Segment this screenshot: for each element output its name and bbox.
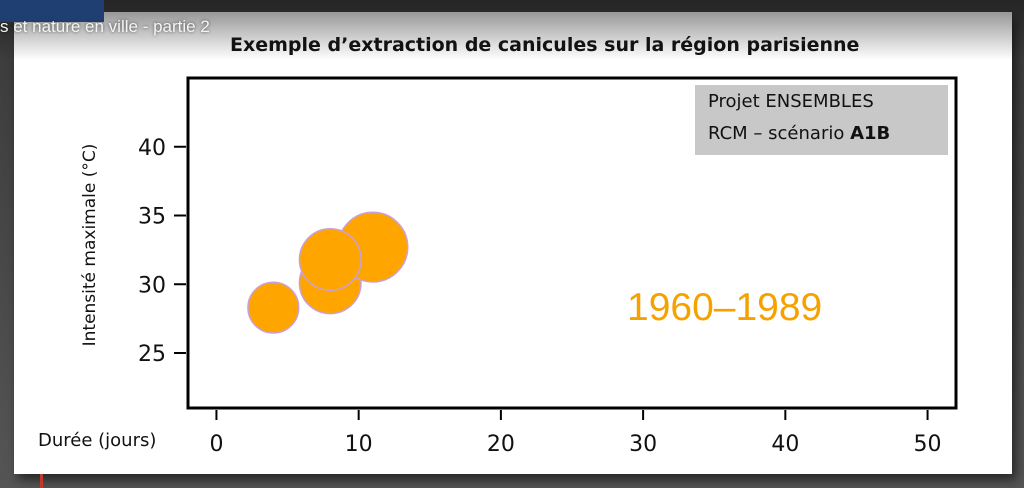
progress-marker bbox=[40, 474, 43, 488]
x-tick-label: 30 bbox=[629, 432, 657, 457]
legend-box: Projet ENSEMBLES RCM – scénario A1B bbox=[695, 85, 948, 155]
x-tick-label: 20 bbox=[487, 432, 515, 457]
x-tick-label: 10 bbox=[345, 432, 373, 457]
legend-scenario-prefix: RCM – scénario bbox=[708, 123, 851, 144]
x-tick-label: 40 bbox=[771, 432, 799, 457]
data-point bbox=[298, 227, 362, 292]
y-axis-label: Intensité maximale (°C) bbox=[80, 143, 100, 347]
plot-frame bbox=[186, 76, 958, 410]
x-tick-label: 0 bbox=[209, 432, 223, 457]
y-tick-label: 25 bbox=[138, 342, 166, 367]
legend-scenario-name: A1B bbox=[850, 123, 891, 144]
x-axis-label: Durée (jours) bbox=[38, 430, 157, 451]
video-title[interactable]: s et nature en ville - partie 2 bbox=[0, 17, 210, 36]
x-tick-label: 50 bbox=[914, 432, 942, 457]
legend-line-scenario: RCM – scénario A1B bbox=[708, 123, 890, 144]
legend-line-project: Projet ENSEMBLES bbox=[708, 91, 874, 112]
y-tick-label: 30 bbox=[138, 273, 166, 298]
data-point bbox=[247, 281, 300, 334]
y-tick-label: 35 bbox=[138, 205, 166, 230]
period-label: 1960–1989 bbox=[627, 286, 823, 329]
y-tick-label: 40 bbox=[138, 136, 166, 161]
corner-logo-block bbox=[0, 0, 104, 22]
